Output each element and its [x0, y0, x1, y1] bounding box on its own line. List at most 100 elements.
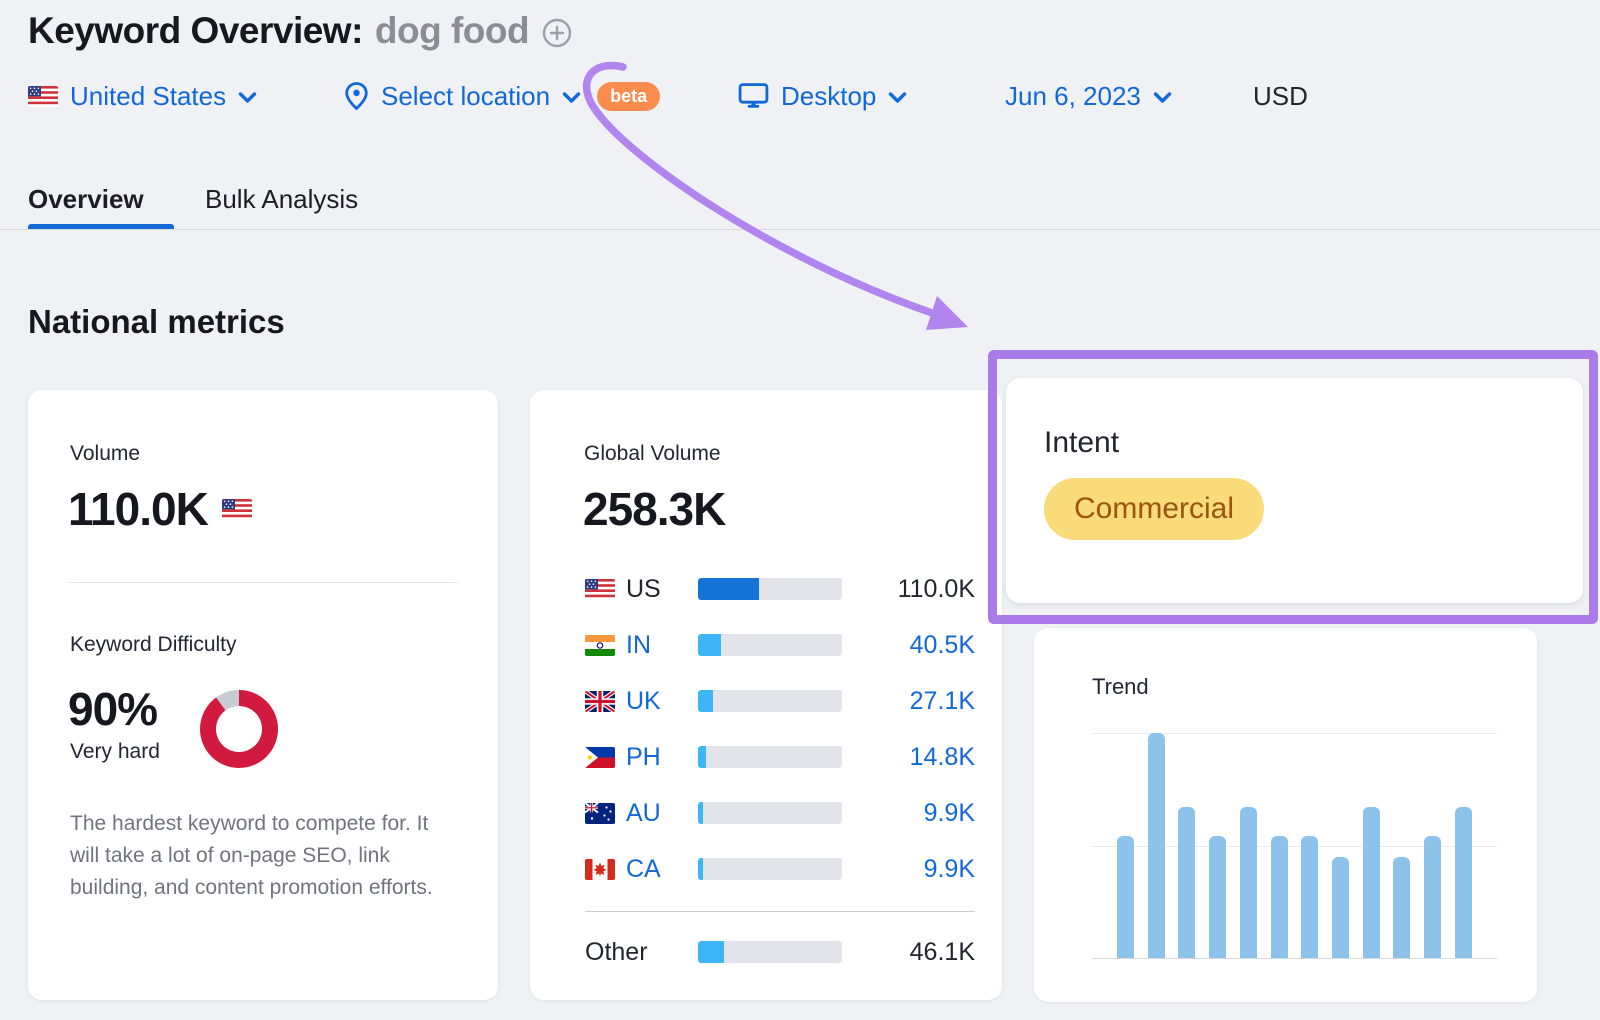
volume-card: Volume 110.0K Keyword Difficulty 90% Ver… — [28, 390, 498, 1000]
section-title: National metrics — [28, 303, 285, 340]
global-volume-row: IN 40.5K — [585, 617, 975, 673]
page-title-text: Keyword Overview: — [28, 10, 363, 51]
flag-us-icon — [28, 85, 58, 107]
trend-bar — [1362, 807, 1380, 958]
flag-us-icon — [585, 578, 615, 600]
flag-uk-icon — [585, 690, 615, 712]
trend-bars — [1117, 733, 1472, 958]
trend-bar — [1147, 733, 1165, 958]
page-title-keyword: dog food — [374, 10, 530, 51]
trend-bar — [1117, 836, 1134, 958]
country-code[interactable]: IN — [626, 630, 651, 659]
flag-ca-icon — [585, 858, 615, 880]
page-title: Keyword Overview: dog food — [28, 10, 573, 52]
trend-bar — [1178, 807, 1196, 958]
trend-bar — [1332, 857, 1350, 958]
location-pin-icon — [344, 81, 369, 111]
trend-bar — [1209, 836, 1227, 958]
flag-au-icon — [585, 802, 615, 824]
flag-ph-icon — [585, 746, 615, 768]
trend-bar — [1239, 807, 1257, 958]
chevron-down-icon — [562, 92, 581, 104]
volume-value: 110.0K — [68, 483, 209, 535]
country-code: Other — [585, 937, 648, 966]
country-volume-bar — [698, 634, 842, 656]
flag-in-icon — [585, 634, 615, 656]
currency-value: USD — [1253, 80, 1308, 111]
location-selector[interactable]: Select location beta — [344, 76, 661, 116]
trend-chart — [1092, 733, 1497, 959]
country-code[interactable]: AU — [626, 798, 661, 827]
trend-title: Trend — [1092, 674, 1149, 699]
axis-baseline — [1092, 958, 1497, 959]
annotation-highlight-box — [988, 350, 1598, 624]
trend-bar — [1301, 836, 1319, 958]
country-code[interactable]: UK — [626, 686, 661, 715]
country-volume-value[interactable]: 40.5K — [909, 630, 975, 659]
country-code: US — [626, 574, 661, 603]
country-volume-value: 46.1K — [909, 937, 975, 966]
volume-title: Volume — [70, 442, 141, 465]
keyword-difficulty-title: Keyword Difficulty — [70, 633, 237, 656]
global-volume-row: CA 9.9K — [585, 841, 975, 897]
location-selector-label: Select location — [381, 80, 551, 111]
filter-bar: United States Select location beta Deskt… — [0, 76, 1600, 116]
global-volume-row: Other 46.1K — [585, 924, 975, 980]
trend-bar — [1454, 807, 1472, 958]
add-keyword-icon[interactable] — [541, 17, 573, 49]
trend-bar — [1424, 836, 1442, 958]
country-volume-bar — [698, 690, 842, 712]
global-volume-title: Global Volume — [584, 442, 721, 465]
currency-label: USD — [1253, 76, 1308, 116]
device-selector[interactable]: Desktop — [738, 76, 907, 116]
country-code[interactable]: CA — [626, 854, 661, 883]
gridline — [1092, 733, 1497, 734]
global-volume-row: US 110.0K — [585, 561, 975, 617]
intent-card: Intent Commercial — [1006, 378, 1583, 603]
country-volume-value: 110.0K — [897, 574, 975, 603]
chevron-down-icon — [238, 92, 257, 104]
global-volume-row: PH 14.8K — [585, 729, 975, 785]
tab-overview[interactable]: Overview — [28, 184, 144, 214]
desktop-monitor-icon — [738, 82, 769, 110]
date-selector-label: Jun 6, 2023 — [1005, 80, 1141, 111]
country-selector-label: United States — [70, 80, 227, 111]
tab-bulk-analysis[interactable]: Bulk Analysis — [205, 184, 359, 214]
keyword-difficulty-donut — [200, 690, 278, 768]
country-selector[interactable]: United States — [28, 76, 257, 116]
active-tab-underline — [28, 224, 174, 229]
global-volume-row: AU 9.9K — [585, 785, 975, 841]
chevron-down-icon — [1153, 92, 1172, 104]
chevron-down-icon — [888, 92, 907, 104]
country-volume-bar — [698, 858, 842, 880]
country-volume-value[interactable]: 14.8K — [909, 742, 975, 771]
country-volume-bar — [698, 941, 842, 963]
beta-badge: beta — [597, 81, 661, 111]
country-volume-bar — [698, 802, 842, 824]
trend-bar — [1393, 857, 1411, 958]
country-volume-bar — [698, 578, 842, 600]
global-volume-divider — [585, 911, 975, 912]
global-volume-list: US 110.0K IN 40.5K UK 27.1K PH 14.8K AU 9.9K CA 9.9… — [530, 561, 1002, 980]
country-volume-value[interactable]: 9.9K — [923, 798, 975, 827]
card-divider — [68, 582, 458, 583]
date-selector[interactable]: Jun 6, 2023 — [1005, 76, 1172, 116]
intent-badge: Commercial — [1044, 478, 1265, 540]
global-volume-value: 258.3K — [583, 483, 726, 535]
flag-us-icon — [221, 498, 252, 520]
global-volume-card: Global Volume 258.3K US 110.0K IN 40.5K UK 27… — [530, 390, 1002, 1000]
country-volume-value[interactable]: 27.1K — [909, 686, 975, 715]
country-volume-bar — [698, 746, 842, 768]
trend-card: Trend — [1034, 628, 1537, 1002]
keyword-difficulty-value: 90% — [68, 683, 158, 735]
intent-title: Intent — [1044, 426, 1120, 459]
device-selector-label: Desktop — [781, 80, 877, 111]
country-code[interactable]: PH — [626, 742, 661, 771]
tab-bar: Overview Bulk Analysis — [0, 163, 1600, 230]
gridline — [1092, 846, 1497, 847]
global-volume-row: UK 27.1K — [585, 673, 975, 729]
trend-bar — [1270, 836, 1288, 958]
country-volume-value[interactable]: 9.9K — [923, 854, 975, 883]
keyword-difficulty-label: Very hard — [70, 740, 160, 763]
